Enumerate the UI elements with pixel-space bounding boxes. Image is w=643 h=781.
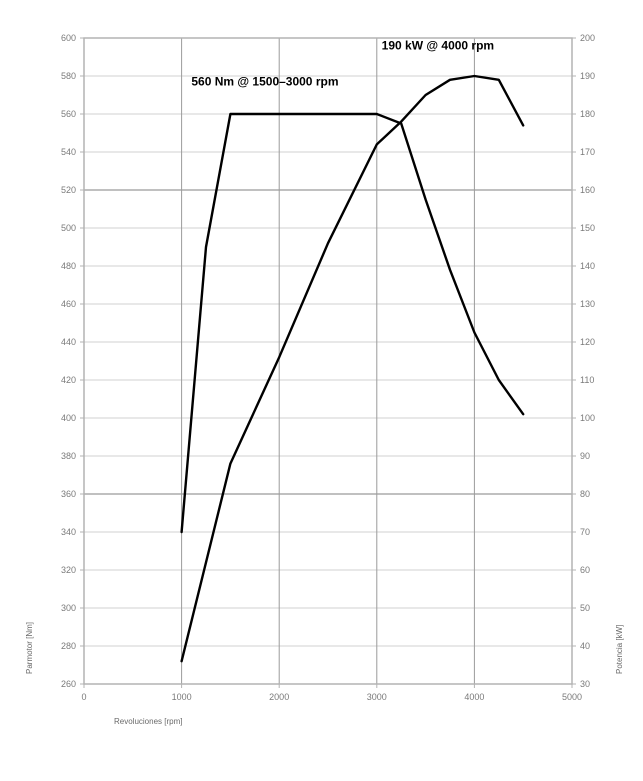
y-right-tick-label: 160 xyxy=(580,185,595,195)
y-left-tick-label: 500 xyxy=(61,223,76,233)
y-right-tick-label: 190 xyxy=(580,71,595,81)
y-left-tick-label: 340 xyxy=(61,527,76,537)
y-right-tick-label: 130 xyxy=(580,299,595,309)
y-left-tick-label: 560 xyxy=(61,109,76,119)
y-left-axis-label: Parmotor [Nm] xyxy=(25,622,34,674)
y-right-tick-label: 90 xyxy=(580,451,590,461)
y-right-tick-label: 80 xyxy=(580,489,590,499)
y-right-tick-label: 40 xyxy=(580,641,590,651)
y-right-tick-label: 120 xyxy=(580,337,595,347)
y-left-tick-label: 580 xyxy=(61,71,76,81)
y-right-tick-label: 110 xyxy=(580,375,594,385)
x-tick-label: 2000 xyxy=(269,692,289,702)
torque-annotation: 560 Nm @ 1500–3000 rpm xyxy=(191,75,338,89)
y-right-tick-label: 180 xyxy=(580,109,595,119)
y-left-tick-label: 460 xyxy=(61,299,76,309)
y-right-tick-label: 100 xyxy=(580,413,595,423)
y-left-tick-label: 320 xyxy=(61,565,76,575)
x-tick-label: 3000 xyxy=(367,692,387,702)
x-axis-label: Revoluciones [rpm] xyxy=(114,717,182,726)
y-right-tick-label: 200 xyxy=(580,33,595,43)
y-right-tick-label: 50 xyxy=(580,603,590,613)
y-left-tick-label: 420 xyxy=(61,375,76,385)
y-right-tick-label: 70 xyxy=(580,527,590,537)
y-right-tick-label: 60 xyxy=(580,565,590,575)
y-left-tick-label: 380 xyxy=(61,451,76,461)
y-left-tick-label: 520 xyxy=(61,185,76,195)
y-left-tick-label: 480 xyxy=(61,261,76,271)
x-tick-label: 4000 xyxy=(464,692,484,702)
y-right-tick-label: 170 xyxy=(580,147,595,157)
engine-curve-chart: 2602803003203403603804004204404604805005… xyxy=(0,0,643,781)
y-left-tick-label: 600 xyxy=(61,33,76,43)
x-tick-label: 5000 xyxy=(562,692,582,702)
y-left-tick-label: 360 xyxy=(61,489,76,499)
y-right-tick-label: 150 xyxy=(580,223,595,233)
y-right-tick-label: 30 xyxy=(580,679,590,689)
y-left-tick-label: 260 xyxy=(61,679,76,689)
y-left-tick-label: 300 xyxy=(61,603,76,613)
chart-svg: 2602803003203403603804004204404604805005… xyxy=(0,0,643,781)
x-tick-label: 1000 xyxy=(172,692,192,702)
y-left-tick-label: 440 xyxy=(61,337,76,347)
y-left-tick-label: 540 xyxy=(61,147,76,157)
y-right-tick-label: 140 xyxy=(580,261,595,271)
x-tick-label: 0 xyxy=(81,692,86,702)
y-left-tick-label: 400 xyxy=(61,413,76,423)
y-left-tick-label: 280 xyxy=(61,641,76,651)
y-right-axis-label: Potencia [kW] xyxy=(615,625,624,674)
power-annotation: 190 kW @ 4000 rpm xyxy=(382,38,494,52)
